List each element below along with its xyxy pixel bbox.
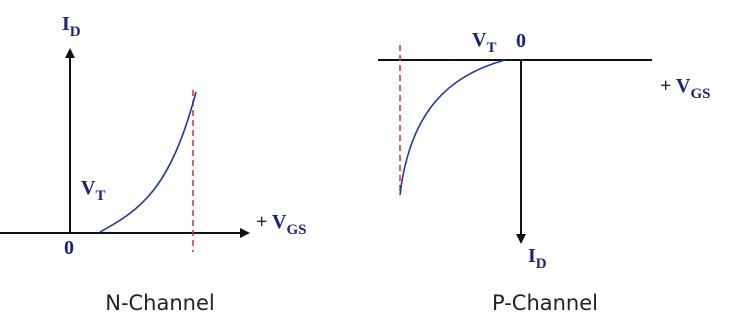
label-main: V [472,29,487,51]
label-sub: GS [690,86,710,102]
transfer-curve [100,92,196,232]
label-sub: D [70,24,81,40]
n-channel-graph: ID 0 VT + VGS N-Channel [0,13,307,315]
label-main: + V [256,211,287,233]
threshold-label: VT [472,29,496,56]
caption: N-Channel [105,291,215,315]
label-sub: T [95,188,105,204]
x-axis-label: + VGS [256,211,307,238]
origin-label: 0 [516,30,526,52]
y-axis-label: ID [528,245,547,272]
origin-label: 0 [64,237,74,259]
label-main: I [62,13,70,35]
caption: P-Channel [492,291,598,315]
label-main: V [81,177,96,199]
threshold-label: VT [81,177,105,204]
label-sub: GS [286,222,306,238]
diagram: ID 0 VT + VGS N-Channel 0 VT + VGS ID P-… [0,0,729,324]
p-channel-graph: 0 VT + VGS ID P-Channel [378,29,711,315]
transfer-curve [400,60,505,195]
x-axis-label: + VGS [660,75,711,102]
label-main: + V [660,75,691,97]
label-sub: D [536,256,547,272]
label-sub: T [486,40,496,56]
label-main: I [528,245,536,267]
y-axis-label: ID [62,13,81,40]
